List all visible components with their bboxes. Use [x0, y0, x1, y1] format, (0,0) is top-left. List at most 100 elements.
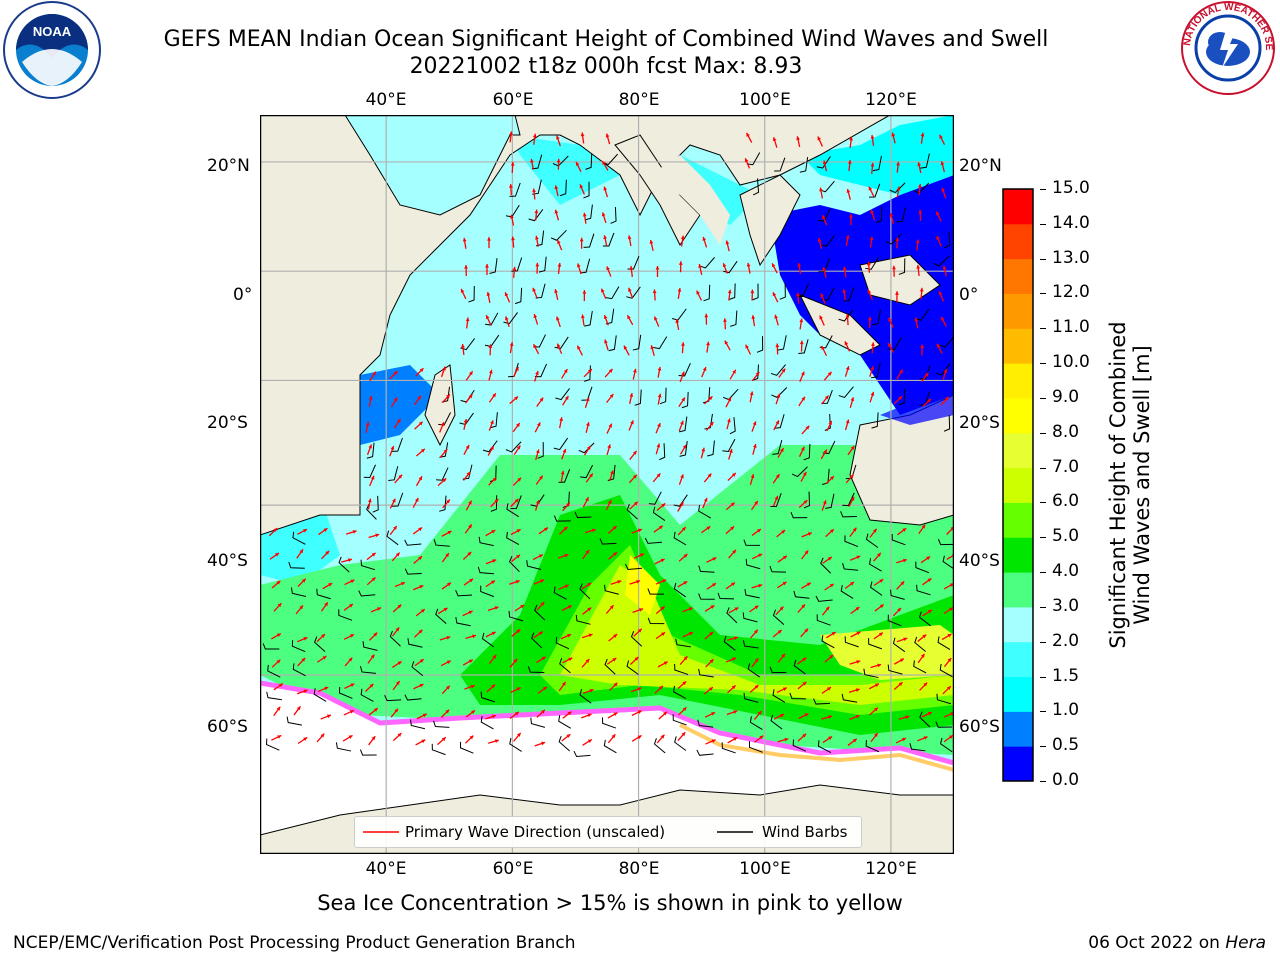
wave-direction-arrowhead: [466, 471, 471, 476]
colorbar-segment: [1003, 676, 1033, 712]
colorbar-segment: [1003, 467, 1033, 503]
wave-direction-arrowhead: [582, 290, 587, 294]
wind-barb: [842, 563, 859, 571]
wind-barb: [359, 749, 377, 756]
wave-direction-arrowhead: [580, 314, 585, 319]
wave-direction-arrowhead: [510, 214, 514, 219]
wind-barb: [604, 584, 619, 595]
lat-label-right-20s: 20°S: [959, 413, 1000, 433]
wind-barb: [481, 632, 495, 648]
wave-direction-arrowhead: [657, 393, 662, 398]
wave-direction-arrowhead: [730, 502, 735, 507]
wave-direction-arrowhead: [679, 501, 684, 506]
wind-barb: [480, 585, 494, 598]
wind-barb: [678, 363, 691, 377]
wave-direction-arrowhead: [539, 397, 544, 402]
wave-direction-arrowhead: [896, 161, 900, 166]
wave-direction-arrowhead: [845, 314, 850, 318]
wave-direction-arrowhead: [871, 342, 875, 347]
colorbar-frame: [1002, 188, 1034, 782]
colorbar-tick-label: 4.0: [1052, 561, 1080, 582]
wave-direction-arrowhead: [563, 369, 568, 374]
wind-barb: [770, 714, 783, 730]
wave-direction-arrowhead: [781, 368, 786, 373]
wave-direction-arrowhead: [782, 687, 787, 691]
wave-direction-arrowhead: [601, 212, 606, 217]
wave-direction-arrowhead: [326, 714, 331, 719]
wave-direction-arrowhead: [352, 530, 357, 534]
wave-direction-arrowhead: [420, 609, 425, 613]
wind-barb: [366, 442, 375, 459]
wave-direction-arrowhead: [829, 654, 834, 659]
wind-barb: [653, 738, 666, 754]
wave-field-south-china-sea: [800, 115, 954, 195]
colorbar-tick-label: 14.0: [1052, 212, 1090, 233]
wind-barb: [558, 735, 571, 752]
wave-direction-arrowhead: [915, 239, 920, 244]
lat-label-left-0: 0°: [233, 285, 253, 305]
wind-barb: [583, 181, 590, 199]
wave-direction-arrowhead: [491, 684, 496, 689]
wind-barb: [672, 714, 687, 726]
wind-barb: [838, 386, 854, 399]
wave-direction-arrowhead: [446, 394, 450, 399]
sea-ice-caption: Sea Ice Concentration > 15% is shown in …: [317, 891, 903, 915]
wave-direction-arrowhead: [585, 497, 589, 502]
wind-barb: [482, 440, 498, 453]
wave-direction-arrowhead: [901, 737, 906, 742]
wave-direction-arrowhead: [556, 158, 561, 163]
wind-barb: [262, 643, 280, 650]
wave-direction-arrowhead: [804, 628, 809, 633]
wave-direction-arrowhead: [709, 421, 714, 426]
wave-direction-arrowhead: [774, 314, 779, 319]
wind-barb: [404, 694, 422, 701]
wind-barb: [845, 464, 857, 480]
wave-direction-arrowhead: [733, 737, 738, 741]
wave-direction-arrowhead: [492, 393, 496, 398]
wind-barb: [817, 740, 832, 753]
wave-direction-arrowhead: [396, 418, 401, 423]
wave-direction-arrowhead: [347, 558, 352, 562]
wave-direction-arrowhead: [504, 316, 509, 321]
wave-direction-arrowhead: [921, 524, 926, 529]
wind-barb: [841, 693, 858, 703]
colorbar-segment: [1003, 711, 1033, 747]
wind-barb: [825, 493, 835, 509]
wind-barb: [916, 584, 931, 596]
wave-direction-arrowhead: [849, 474, 854, 479]
wave-direction-arrowhead: [580, 132, 585, 137]
colorbar-tick-mark: [1040, 223, 1046, 225]
wind-barb: [555, 388, 570, 401]
wave-direction-arrowhead: [587, 607, 592, 612]
wave-direction-arrowhead: [325, 550, 330, 555]
lat-label-left-40s: 40°S: [207, 551, 248, 571]
wind-barb: [844, 636, 859, 648]
wind-barb: [630, 631, 643, 647]
wave-direction-arrowhead: [734, 607, 739, 611]
wave-direction-arrowhead: [637, 687, 642, 691]
wind-barb: [439, 495, 447, 512]
wave-direction-arrowhead: [613, 552, 618, 556]
wave-direction-arrowhead: [470, 684, 475, 689]
wind-barb: [798, 339, 809, 354]
wave-direction-arrowhead: [802, 471, 807, 476]
wave-direction-arrowhead: [822, 160, 827, 165]
colorbar-tick-label: 3.0: [1052, 595, 1080, 616]
wave-direction-arrowhead: [775, 474, 780, 479]
wave-direction-arrowhead: [559, 417, 563, 422]
wave-direction-arrowhead: [276, 706, 281, 711]
wave-direction-arrowhead: [299, 605, 304, 610]
wave-direction-arrowhead: [895, 237, 900, 242]
wind-barb: [555, 636, 570, 650]
wave-direction-arrowhead: [276, 580, 281, 585]
lon-label-bottom-40e: 40°E: [365, 859, 407, 879]
wave-direction-arrowhead: [868, 186, 873, 191]
wave-direction-arrowhead: [751, 315, 756, 320]
colorbar-tick-mark: [1040, 189, 1046, 190]
wave-direction-arrowhead: [460, 288, 465, 293]
wave-direction-arrowhead: [563, 526, 568, 531]
wave-direction-arrowhead: [649, 239, 654, 244]
wave-direction-arrowhead: [756, 528, 761, 533]
wave-direction-arrowhead: [946, 686, 951, 690]
wave-direction-arrowhead: [830, 476, 834, 480]
